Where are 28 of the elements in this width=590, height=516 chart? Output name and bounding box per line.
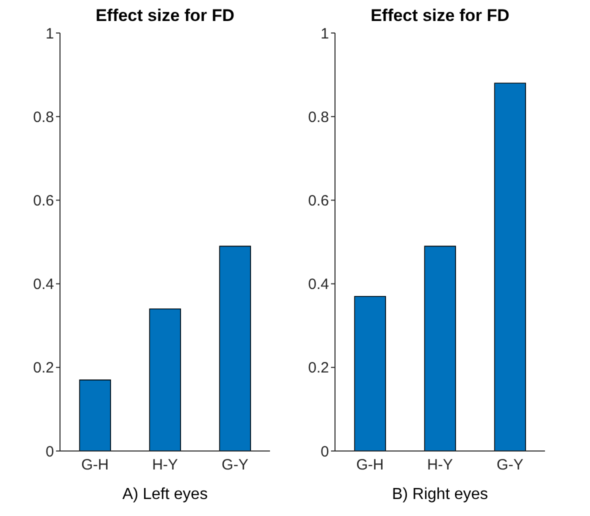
- y-tick-label: 0: [46, 443, 54, 460]
- x-axis-title: B) Right eyes: [390, 486, 490, 504]
- x-tick-label: H-Y: [427, 456, 453, 474]
- x-tick-label: H-Y: [152, 456, 178, 474]
- x-tick-label: G-Y: [496, 456, 524, 474]
- y-tick-label: 1: [320, 25, 329, 42]
- y-tick-label: 1: [46, 25, 54, 42]
- bar: [424, 246, 456, 451]
- bar: [354, 296, 386, 451]
- bar: [149, 308, 181, 451]
- y-tick-label: 0.4: [33, 276, 54, 294]
- y-tick-label: 0: [320, 443, 329, 460]
- y-tick-label: 0.8: [308, 108, 329, 126]
- chart-title: Effect size for FD: [370, 6, 510, 26]
- y-tick-label: 0.2: [308, 360, 329, 377]
- y-tick-label: 0.2: [33, 360, 54, 377]
- bar: [79, 380, 111, 451]
- x-tick-label: G-Y: [222, 456, 248, 474]
- y-tick-label: 0.4: [308, 276, 329, 294]
- y-tick-label: 0.6: [33, 192, 54, 210]
- y-tick-label: 0.6: [308, 192, 329, 210]
- bar: [219, 246, 251, 451]
- x-tick-label: G-H: [81, 456, 109, 474]
- chart-title: Effect size for FD: [94, 6, 236, 26]
- bar: [494, 82, 526, 451]
- x-tick-label: G-H: [356, 456, 384, 474]
- x-axis-title: A) Left eyes: [121, 486, 209, 504]
- y-tick-label: 0.8: [33, 108, 54, 126]
